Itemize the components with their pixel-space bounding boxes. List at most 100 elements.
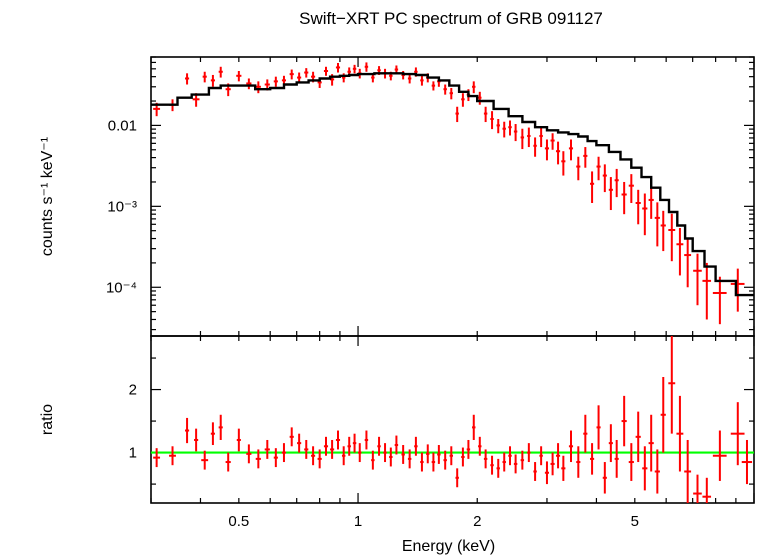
data-point: [443, 84, 447, 95]
data-point: [394, 435, 399, 455]
data-point: [194, 428, 199, 452]
data-point: [466, 439, 471, 459]
data-point: [513, 124, 518, 142]
y-tick-label: 10⁻³: [107, 198, 137, 215]
data-point: [502, 452, 506, 472]
data-point: [702, 262, 712, 320]
data-point: [520, 128, 525, 150]
data-point: [273, 448, 278, 468]
chart-title: Swift−XRT PC spectrum of GRB 091127: [299, 9, 603, 28]
data-point: [317, 449, 322, 469]
data-point: [490, 111, 494, 130]
data-point: [568, 430, 574, 463]
data-point: [496, 458, 500, 478]
data-point: [576, 446, 581, 478]
data-point: [730, 402, 745, 466]
y-tick-label: 2: [129, 382, 137, 399]
spectrum-frame: [150, 56, 755, 337]
data-point: [527, 443, 531, 463]
data-point: [414, 436, 418, 456]
data-point: [377, 436, 381, 456]
data-point: [218, 414, 223, 440]
data-point: [590, 443, 595, 475]
data-point: [236, 71, 242, 82]
data-point: [371, 450, 375, 470]
y-tick-label: 1: [129, 445, 137, 462]
data-point: [648, 414, 654, 472]
data-point: [335, 430, 341, 450]
data-point: [210, 422, 215, 446]
data-point: [289, 69, 294, 80]
data-point: [496, 118, 500, 134]
x-tick-label: 1: [354, 513, 362, 530]
data-point: [555, 141, 561, 165]
data-point: [420, 452, 424, 472]
data-point: [483, 449, 488, 469]
data-point: [352, 433, 357, 453]
data-point: [596, 156, 601, 181]
data-point: [730, 268, 745, 312]
x-tick-label: 0.5: [228, 513, 249, 530]
data-point: [621, 395, 627, 447]
data-point: [330, 439, 335, 459]
data-point: [255, 449, 261, 469]
data-point: [648, 187, 654, 219]
data-point: [614, 439, 619, 478]
data-point: [264, 439, 270, 459]
data-point: [555, 443, 561, 469]
data-point: [602, 164, 607, 193]
data-point: [668, 213, 676, 262]
data-point: [568, 139, 574, 161]
data-point: [358, 443, 362, 463]
data-point: [449, 446, 454, 466]
data-point: [431, 81, 436, 91]
data-point: [608, 424, 613, 463]
data-point: [273, 76, 278, 87]
model-line: [151, 72, 754, 297]
data-point: [304, 439, 309, 459]
data-point: [472, 81, 476, 94]
data-point: [712, 430, 727, 481]
data-point: [642, 446, 648, 491]
data-point: [407, 74, 412, 84]
data-point: [608, 177, 613, 211]
data-point: [335, 63, 341, 73]
data-point: [544, 461, 550, 485]
data-point: [693, 253, 702, 306]
x-tick-label: 2: [473, 513, 481, 530]
data-point: [676, 395, 684, 472]
data-point: [297, 433, 302, 453]
data-point: [533, 462, 537, 481]
spectrum-panel: 0.01 10⁻³ 10⁻⁴ counts s⁻¹ keV⁻¹: [39, 56, 755, 337]
data-point: [635, 411, 641, 463]
data-point: [583, 147, 588, 168]
data-point: [347, 436, 351, 456]
data-point: [184, 417, 190, 444]
y-axis-label: counts s⁻¹ keV⁻¹: [39, 137, 56, 256]
data-point: [449, 87, 454, 100]
data-point: [431, 452, 436, 472]
data-point: [508, 446, 512, 466]
data-point: [323, 436, 329, 456]
data-point: [289, 427, 294, 447]
data-point: [712, 276, 727, 325]
data-point: [383, 443, 387, 463]
data-point: [455, 468, 459, 488]
data-point: [169, 446, 176, 466]
data-point: [628, 443, 634, 481]
data-point: [202, 71, 207, 83]
data-point: [304, 68, 309, 78]
data-point: [621, 181, 627, 215]
data-point: [660, 376, 666, 453]
data-point: [741, 439, 753, 485]
data-point: [702, 477, 712, 503]
data-point: [614, 168, 619, 198]
data-point: [520, 450, 525, 470]
data-point: [341, 446, 346, 466]
data-point: [693, 474, 702, 503]
data-point: [389, 447, 393, 467]
data-point: [684, 238, 692, 288]
data-point: [660, 210, 666, 252]
data-point: [539, 127, 543, 148]
data-point: [642, 193, 648, 236]
